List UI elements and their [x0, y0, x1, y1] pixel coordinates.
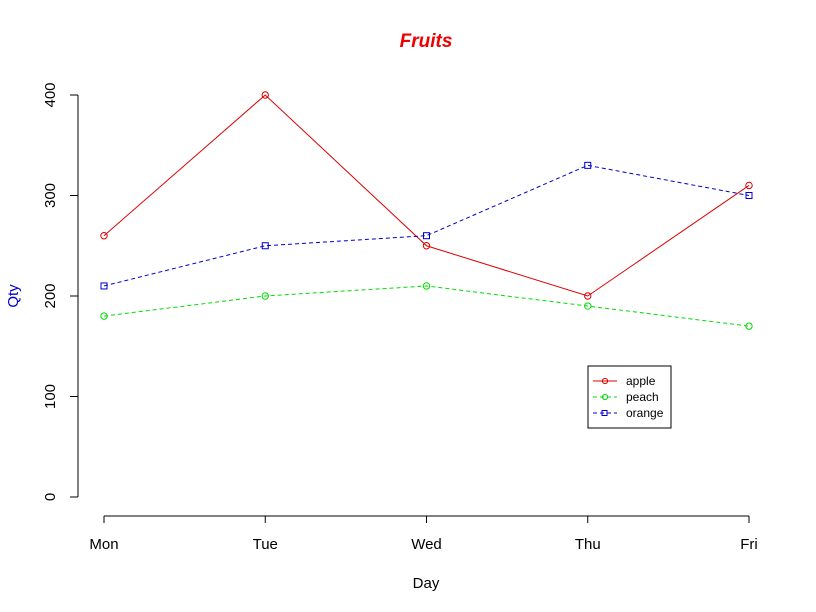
y-tick-label: 200	[42, 283, 59, 308]
data-point-apple	[100, 232, 108, 240]
data-point-peach	[422, 282, 431, 290]
data-point-orange	[584, 161, 592, 169]
data-point-peach	[745, 322, 753, 330]
legend-label-orange: orange	[626, 406, 664, 420]
data-point-peach	[584, 302, 592, 310]
series-line-apple	[103, 94, 750, 297]
x-tick-label: Wed	[411, 536, 442, 553]
data-point-apple	[745, 181, 753, 190]
data-point-apple	[422, 242, 431, 250]
data-point-orange	[745, 192, 753, 199]
series-orange	[100, 161, 753, 290]
legend-label-apple: apple	[626, 374, 656, 388]
series-peach	[100, 282, 753, 330]
legend-marker-orange	[601, 410, 608, 416]
x-axis-label: Day	[413, 575, 440, 592]
y-axis-label: Qty	[5, 284, 22, 308]
series-line-orange	[103, 164, 750, 287]
data-point-orange	[423, 232, 430, 240]
data-point-peach	[261, 292, 269, 300]
series-apple	[100, 91, 753, 300]
y-axis: 0 100 200 300 400	[42, 82, 78, 501]
x-tick-label: Mon	[89, 536, 118, 553]
x-tick-label: Thu	[575, 536, 601, 553]
legend: apple peach orange	[587, 365, 672, 429]
x-axis: Mon Tue Wed Thu Fri	[89, 516, 758, 553]
x-tick-label: Tue	[253, 536, 278, 553]
plot-area	[100, 91, 753, 330]
series-line-peach	[103, 285, 750, 327]
y-tick-label: 0	[42, 493, 59, 501]
chart-title: Fruits	[400, 31, 453, 52]
legend-marker-apple	[601, 377, 609, 385]
data-point-peach	[100, 312, 108, 320]
data-point-orange	[261, 242, 269, 250]
data-point-apple	[584, 292, 592, 300]
legend-marker-peach	[601, 393, 609, 401]
y-tick-label: 300	[42, 183, 59, 208]
legend-label-peach: peach	[626, 390, 659, 404]
y-tick-label: 100	[42, 384, 59, 409]
y-tick-label: 400	[42, 82, 59, 107]
data-point-orange	[100, 282, 108, 290]
x-tick-label: Fri	[740, 536, 758, 553]
data-point-apple	[261, 91, 269, 99]
